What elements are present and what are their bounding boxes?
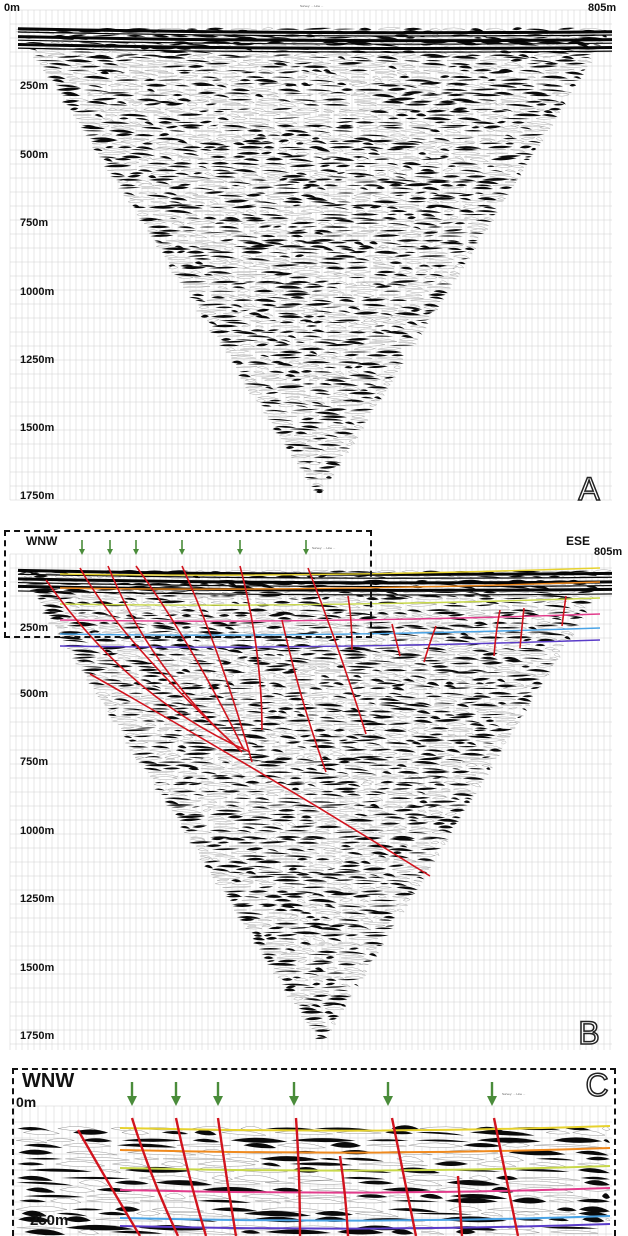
horizon-lines (59, 567, 601, 648)
green-arrow-icon (133, 540, 139, 555)
direction-label-wnw: WNW (26, 534, 58, 548)
green-arrow-icon (127, 1082, 137, 1106)
depth-label-1750m: 1750m (20, 490, 55, 502)
horizon-line (59, 567, 601, 576)
depth-label-0m: 0m (4, 2, 20, 14)
depth-label-500m: 500m (20, 149, 49, 161)
fault-line (174, 1117, 208, 1236)
depth-label-1250m: 1250m (20, 354, 55, 366)
fault-line (294, 1117, 302, 1236)
depth-label-1500m: 1500m (20, 422, 55, 434)
fault-line (347, 595, 353, 651)
panel-a: 0m 805m Survey: ... Line ... 250m 500m 7… (0, 0, 628, 512)
fault-arrows (127, 1082, 497, 1106)
green-arrow-icon (171, 1082, 181, 1106)
depth-label-1500m: 1500m (20, 962, 55, 974)
seismic-reflections (15, 27, 613, 494)
depth-label-250m: 250m (20, 80, 49, 92)
depth-label-750m: 750m (20, 217, 49, 229)
horizon-lines (119, 1125, 611, 1230)
seismic-section-c-zoom (13, 1082, 612, 1236)
horizon-line (59, 613, 601, 622)
depth-label-250m: 250m (20, 622, 49, 634)
fault-line (390, 1117, 418, 1236)
zoom-region-box (4, 530, 372, 638)
fault-line (181, 565, 253, 763)
fault-lines (45, 565, 567, 877)
fault-line (493, 609, 501, 657)
fault-line (456, 1175, 464, 1236)
horizon-line (119, 1125, 611, 1132)
depth-label-0m: 0m (16, 1094, 37, 1110)
header-text: Survey: ... Line ... (312, 546, 336, 550)
fault-line (45, 579, 251, 753)
horizon-line (59, 597, 601, 606)
panel-letter-a: A (578, 471, 601, 507)
fault-line (391, 623, 401, 657)
fault-line (307, 567, 367, 735)
green-arrow-icon (179, 540, 185, 555)
horizon-line (119, 1187, 611, 1194)
panel-c: WNW 0m 250m Survey: ... Line ... C (0, 1066, 628, 1236)
horizon-line (59, 581, 601, 590)
panel-letter-b: B (578, 1015, 601, 1051)
fault-line (423, 625, 437, 663)
depth-label-1250m: 1250m (20, 893, 55, 905)
panel-letter-c: C (585, 1067, 610, 1103)
depth-label-1750m: 1750m (20, 1030, 55, 1042)
green-arrow-icon (289, 1082, 299, 1106)
fault-line (492, 1117, 520, 1236)
horizon-line (119, 1215, 611, 1222)
seismic-section-a (9, 9, 613, 501)
depth-label-1000m: 1000m (20, 286, 55, 298)
green-arrow-icon (213, 1082, 223, 1106)
green-arrow-icon (303, 540, 309, 555)
fault-line (89, 673, 431, 877)
green-arrow-icon (107, 540, 113, 555)
fault-line (130, 1117, 180, 1236)
zoom-panel-border (12, 1068, 616, 1236)
horizon-line (119, 1147, 611, 1154)
green-arrow-icon (237, 540, 243, 555)
depth-label-750m: 750m (20, 756, 49, 768)
direction-label-ese: ESE (566, 534, 591, 548)
depth-label-1000m: 1000m (20, 825, 55, 837)
panel-b: WNW ESE 805m Survey: ... Line ... 250m 5… (0, 530, 628, 1060)
fault-line (135, 565, 245, 751)
fault-line (281, 619, 327, 773)
horizon-line (59, 639, 601, 648)
horizon-line (119, 1165, 611, 1172)
fault-arrows (79, 540, 309, 555)
fault-line (216, 1117, 238, 1236)
fault-line (76, 1129, 142, 1236)
green-arrow-icon (79, 540, 85, 555)
fault-line (338, 1155, 350, 1236)
fault-line (239, 565, 263, 731)
fault-line (519, 607, 525, 649)
header-text: Survey: ... Line ... (502, 1092, 526, 1096)
fault-line (107, 565, 241, 751)
direction-label-wnw: WNW (22, 1070, 75, 1092)
green-arrow-icon (487, 1082, 497, 1106)
distance-label-805m: 805m (594, 546, 623, 558)
fault-line (561, 595, 567, 627)
fault-lines (76, 1117, 520, 1236)
depth-label-500m: 500m (20, 688, 49, 700)
seismic-reflections (16, 568, 613, 1039)
horizon-line (119, 1223, 611, 1230)
header-text: Survey: ... Line ... (300, 4, 324, 8)
distance-label-805m: 805m (588, 2, 617, 14)
depth-label-250m: 250m (30, 1212, 69, 1229)
green-arrow-icon (383, 1082, 393, 1106)
